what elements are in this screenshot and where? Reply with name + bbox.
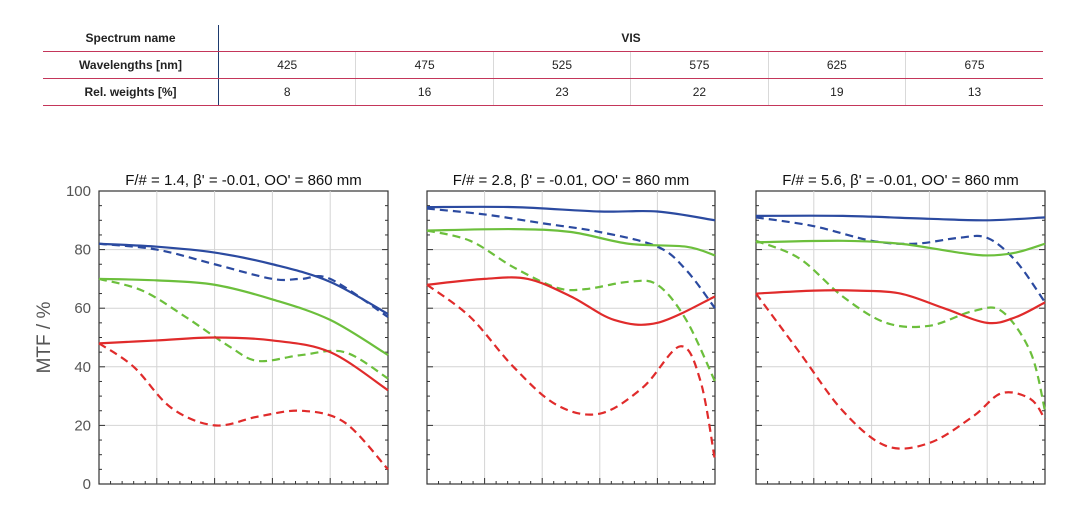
weight-cell: 23 xyxy=(492,78,631,106)
y-tick-label: 40 xyxy=(74,359,91,376)
series-line-solid-1 xyxy=(755,214,1046,222)
mtf-chart-2: F/# = 2.8, β' = -0.01, OO' = 860 mm xyxy=(426,172,717,485)
y-tick-label: 80 xyxy=(74,242,91,259)
series-line-dashed-4 xyxy=(755,239,1047,412)
wavelength-cell: 475 xyxy=(355,51,494,79)
weight-cell: 22 xyxy=(630,78,769,106)
weight-cell: 16 xyxy=(355,78,494,106)
wavelength-cell: 625 xyxy=(767,51,906,79)
weight-cell: 13 xyxy=(905,78,1043,106)
wavelength-cell: 675 xyxy=(905,51,1043,79)
mtf-charts: F/# = 1.4, β' = -0.01, OO' = 860 mm 0 20 40… xyxy=(34,172,1047,493)
series-line-dashed-2 xyxy=(755,216,1046,303)
series-line-dashed-6 xyxy=(426,283,717,461)
wavelength-cell: 425 xyxy=(218,51,356,79)
spectrum-table: Spectrum name VIS Wavelengths [nm] 425 4… xyxy=(43,25,1043,106)
chart-title: F/# = 1.4, β' = -0.01, OO' = 860 mm xyxy=(125,172,362,189)
series-line-solid-5 xyxy=(755,289,1046,325)
y-tick-label: 0 xyxy=(83,476,91,493)
series-line-dashed-2 xyxy=(426,207,716,309)
series-line-solid-3 xyxy=(755,239,1046,257)
plot-frame xyxy=(426,190,716,485)
wavelengths-row: Wavelengths [nm] 425 475 525 575 625 675 xyxy=(43,51,1043,79)
series-line-solid-5 xyxy=(426,276,716,326)
y-tick-label: 20 xyxy=(74,417,91,434)
weight-cell: 19 xyxy=(767,78,906,106)
wavelength-cell: 575 xyxy=(630,51,769,79)
series-line-dashed-4 xyxy=(426,229,716,382)
series-line-solid-3 xyxy=(426,227,716,257)
series-line-dashed-4 xyxy=(98,277,389,380)
chart-title: F/# = 5.6, β' = -0.01, OO' = 860 mm xyxy=(782,172,1019,189)
spectrum-name-row: Spectrum name VIS xyxy=(43,25,1043,52)
series-line-dashed-2 xyxy=(98,242,389,318)
mtf-chart-1: F/# = 1.4, β' = -0.01, OO' = 860 mm 0 20 40… xyxy=(34,172,389,493)
mtf-chart-3: F/# = 5.6, β' = -0.01, OO' = 860 mm xyxy=(755,172,1047,485)
wavelength-cell: 525 xyxy=(492,51,631,79)
spectrum-name-value: VIS xyxy=(218,25,1043,52)
y-axis-label: MTF / % xyxy=(34,302,55,374)
series-line-solid-1 xyxy=(426,205,716,222)
weights-row: Rel. weights [%] 8 16 23 22 19 13 xyxy=(43,78,1043,106)
weights-label: Rel. weights [%] xyxy=(43,78,219,106)
series-line-dashed-6 xyxy=(755,292,1046,450)
chart-title: F/# = 2.8, β' = -0.01, OO' = 860 mm xyxy=(453,172,690,189)
y-tick-label: 100 xyxy=(66,183,91,200)
y-tick-label: 60 xyxy=(74,300,91,317)
weight-cell: 8 xyxy=(218,78,356,106)
plot-frame xyxy=(755,190,1046,485)
series-line-solid-5 xyxy=(98,336,389,392)
spectrum-name-label: Spectrum name xyxy=(43,25,219,52)
series-line-solid-1 xyxy=(98,242,389,316)
wavelengths-label: Wavelengths [nm] xyxy=(43,51,219,79)
series-line-solid-3 xyxy=(98,277,389,357)
series-line-dashed-6 xyxy=(98,342,389,471)
